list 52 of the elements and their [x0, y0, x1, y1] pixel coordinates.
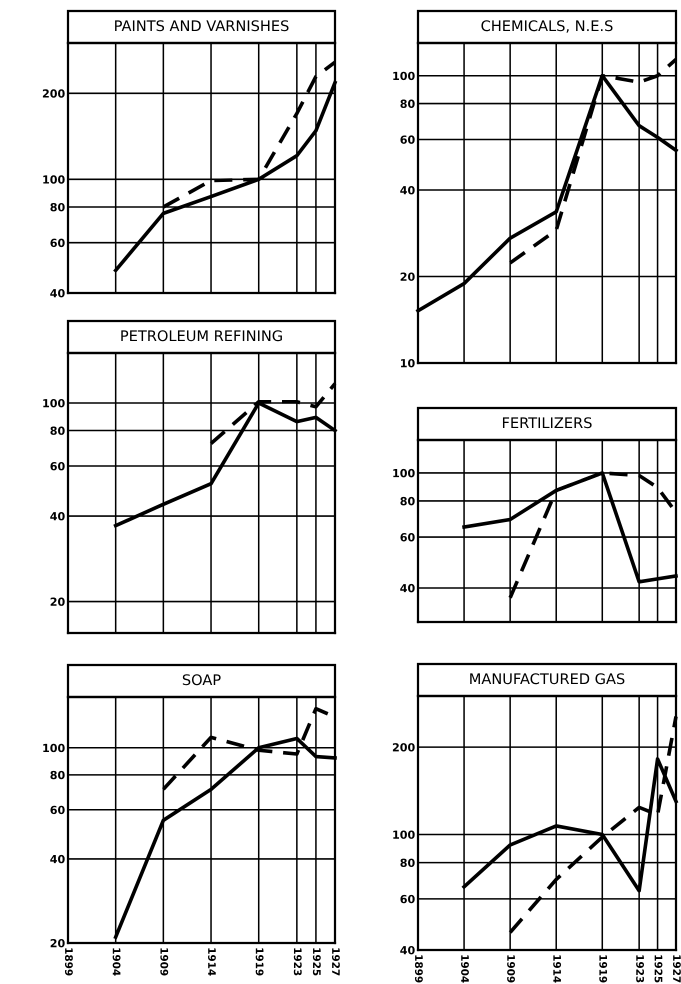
y-tick-label: 80: [50, 770, 65, 780]
y-tick-label: 40: [50, 512, 65, 520]
chart-title: SOAP: [182, 674, 221, 686]
x-tick-label: 1927: [332, 948, 340, 976]
chart-title: PAINTS AND VARNISHES: [115, 20, 289, 32]
y-tick-label: 80: [50, 202, 65, 212]
y-tick-label: 100: [393, 830, 415, 839]
y-tick-label: 10: [401, 358, 415, 368]
y-tick-label: 60: [50, 806, 65, 814]
chart-title: FERTILIZERS: [502, 417, 592, 428]
y-tick-label: 40: [400, 186, 415, 194]
y-tick-label: 20: [50, 938, 65, 948]
y-tick-label: 60: [400, 894, 415, 904]
y-tick-label: 80: [400, 858, 415, 867]
y-tick-label: 200: [42, 89, 65, 98]
y-tick-label: 200: [392, 743, 415, 752]
x-tick-label: 1914: [208, 948, 216, 976]
y-tick-label: 60: [400, 533, 415, 542]
y-tick-label: 80: [400, 496, 415, 506]
y-tick-label: 40: [400, 946, 415, 954]
x-tick-label: 1899: [414, 955, 423, 982]
x-tick-label: 1909: [160, 948, 168, 976]
chart-title: CHEMICALS, N.E.S: [481, 20, 613, 33]
x-tick-label: 1899: [64, 948, 73, 976]
y-tick-label: 100: [43, 398, 65, 408]
y-tick-label: 100: [43, 744, 65, 752]
y-tick-label: 40: [50, 288, 65, 298]
x-tick-label: 1914: [553, 955, 562, 983]
y-tick-label: 80: [400, 100, 415, 108]
x-tick-label: 1925: [312, 948, 321, 976]
x-tick-label: 1919: [256, 948, 264, 976]
x-tick-label: 1923: [294, 948, 302, 976]
x-tick-label: 1923: [636, 955, 644, 982]
x-tick-label: 1904: [461, 955, 469, 983]
y-tick-label: 80: [50, 426, 65, 435]
y-tick-label: 60: [50, 462, 65, 470]
x-tick-label: 1909: [507, 955, 515, 982]
x-tick-label: 1927: [672, 955, 681, 982]
chart-title: MANUFACTURED GAS: [470, 673, 624, 684]
chart-title: PETROLEUM REFINING: [121, 330, 282, 342]
y-tick-label: 100: [43, 175, 65, 184]
y-tick-label: 40: [50, 854, 65, 864]
y-tick-label: 60: [400, 135, 415, 144]
y-tick-label: 20: [400, 272, 415, 281]
x-tick-label: 1925: [654, 955, 662, 982]
y-tick-label: 60: [50, 238, 65, 248]
y-tick-label: 100: [393, 72, 415, 80]
y-tick-label: 40: [400, 584, 415, 592]
x-tick-label: 1919: [599, 955, 608, 982]
y-tick-label: 100: [393, 468, 415, 478]
y-tick-label: 20: [50, 598, 65, 606]
x-tick-label: 1904: [112, 948, 121, 976]
